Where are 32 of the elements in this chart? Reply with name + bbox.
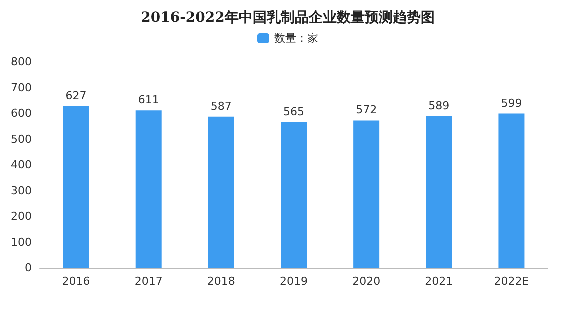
- bar: [281, 122, 307, 268]
- data-label: 572: [356, 104, 378, 117]
- y-tick-label: 200: [11, 210, 32, 223]
- bar: [426, 116, 452, 268]
- y-tick-label: 800: [11, 56, 32, 68]
- y-tick-label: 700: [11, 81, 32, 94]
- x-tick-label: 2019: [280, 275, 308, 288]
- data-label: 565: [284, 106, 304, 119]
- data-label: 627: [66, 90, 87, 103]
- data-label: 589: [428, 99, 450, 112]
- x-tick-label: 2017: [134, 275, 163, 288]
- chart-title: 2016-2022年中国乳制品企业数量预测趋势图: [141, 10, 435, 26]
- data-label: 587: [210, 100, 232, 113]
- x-tick-label: 2020: [352, 275, 381, 288]
- x-tick-label: 2018: [207, 275, 236, 288]
- bar: [63, 106, 90, 268]
- data-label: 599: [501, 96, 522, 110]
- x-tick-label: 2016: [62, 275, 90, 288]
- y-tick-label: 500: [11, 132, 32, 146]
- bar: [208, 116, 234, 268]
- x-tick-label: 2021: [425, 275, 454, 288]
- bar: [354, 120, 380, 268]
- y-tick-label: 100: [11, 236, 32, 249]
- data-label: 611: [138, 94, 160, 107]
- y-tick-label: 300: [11, 184, 32, 198]
- bar: [136, 110, 162, 268]
- y-tick-label: 400: [11, 158, 32, 172]
- y-tick-label: 0: [25, 262, 32, 274]
- bar: [498, 114, 525, 268]
- legend-label: 数量：家: [274, 32, 318, 45]
- x-tick-label: 2022E: [494, 275, 530, 288]
- y-tick-label: 600: [11, 107, 32, 120]
